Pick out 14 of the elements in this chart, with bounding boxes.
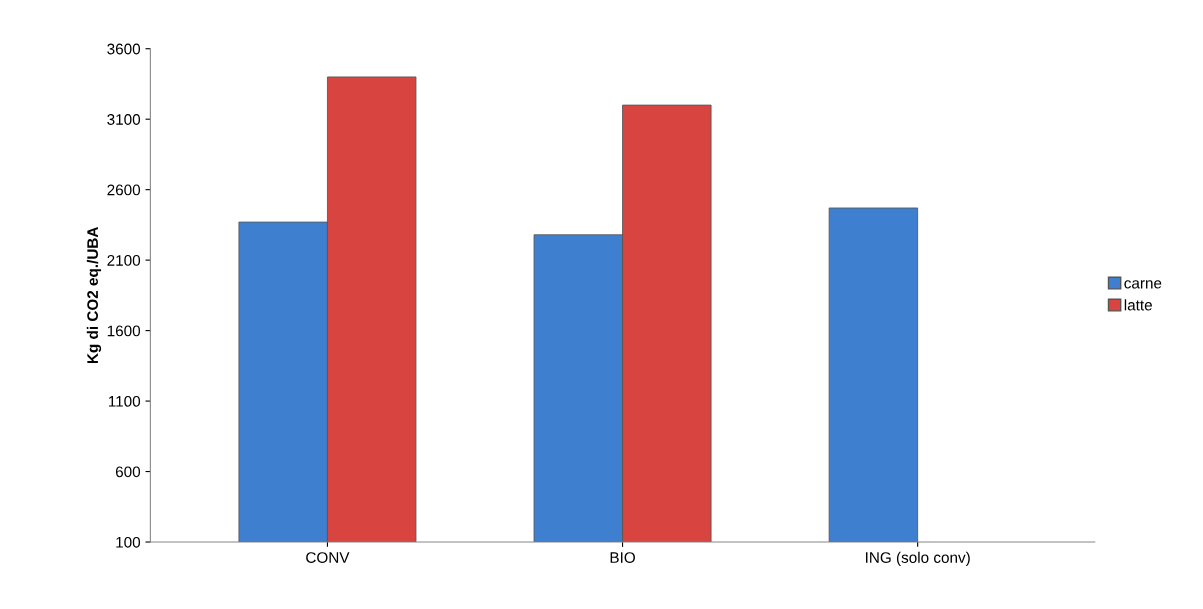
x-tick-label: ING (solo conv) xyxy=(866,551,970,566)
y-tick-label: 1600 xyxy=(107,325,141,337)
x-tick-label: BIO xyxy=(610,552,635,563)
legend-label: latte xyxy=(1124,299,1152,311)
y-tick-label: 3600 xyxy=(107,43,141,55)
y-axis-title: Kg di CO2 eq./UBA xyxy=(86,227,102,364)
y-tick-label: 2600 xyxy=(107,184,141,196)
y-tick-label: 2100 xyxy=(107,255,141,266)
legend-label: carne xyxy=(1124,280,1162,289)
x-tick-label: CONV xyxy=(306,552,350,563)
y-tick-label: 1100 xyxy=(108,395,141,407)
y-tick-label: 100 xyxy=(116,536,141,548)
y-tick-label: 3100 xyxy=(107,114,141,125)
y-tick-label: 600 xyxy=(115,466,141,478)
